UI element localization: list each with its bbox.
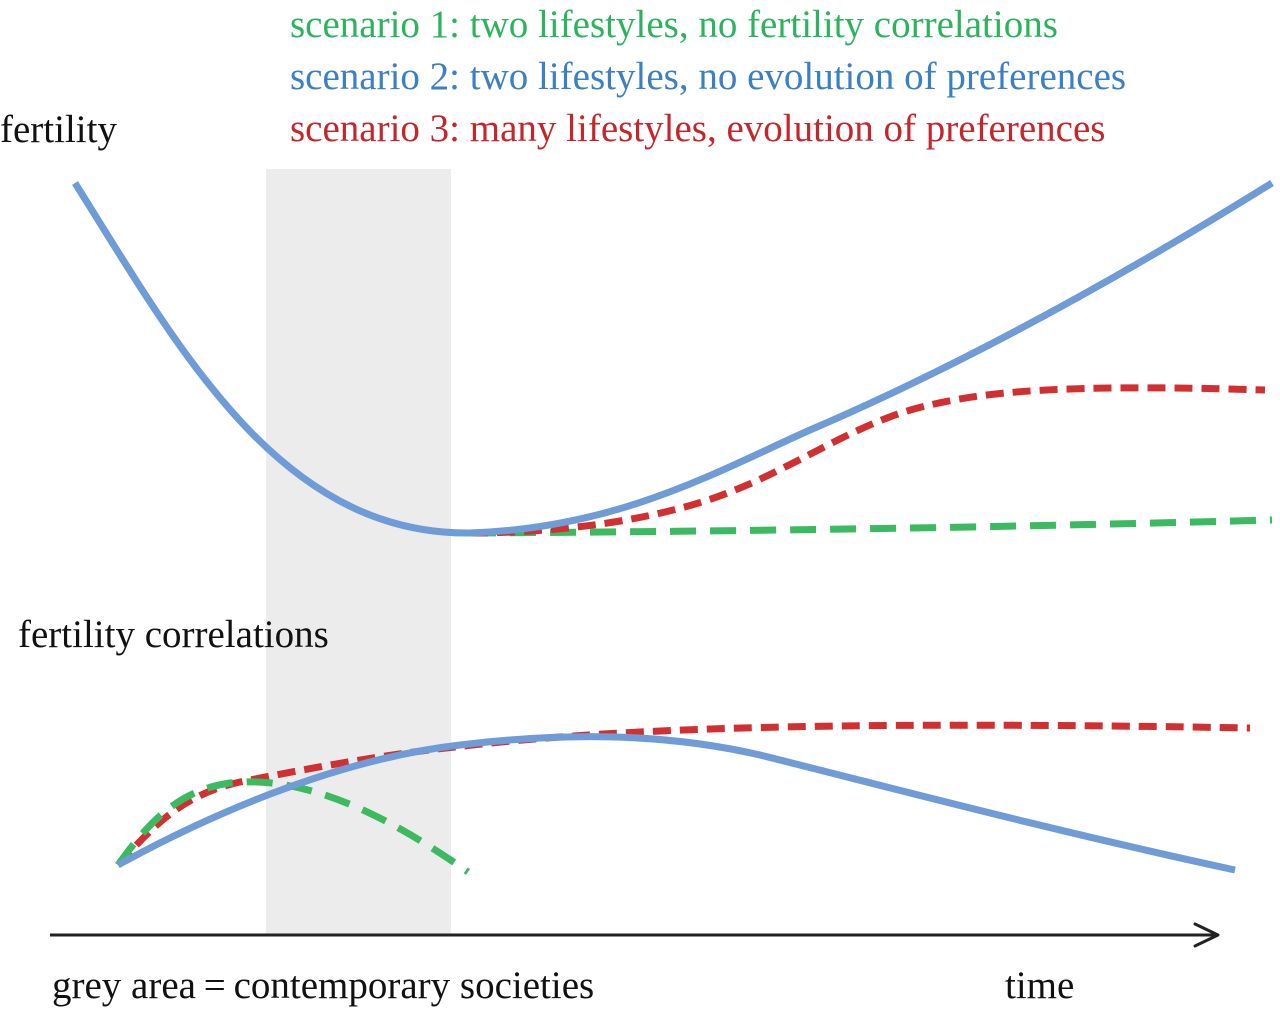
legend-scenario-1: scenario 1: two lifestyles, no fertility… <box>290 3 1058 46</box>
grey-area-note: grey area = contemporary societies <box>52 964 594 1007</box>
contemporary-societies-band <box>266 169 451 934</box>
correlations-scenario-1-line <box>115 778 471 875</box>
fertility-scenario-1-line <box>469 516 1273 537</box>
time-axis-arrowhead-icon <box>1193 922 1220 948</box>
legend-scenario-2: scenario 2: two lifestyles, no evolution… <box>290 55 1126 98</box>
legend-scenario-3: scenario 3: many lifestyles, evolution o… <box>290 107 1105 150</box>
fertility-scenario-3-line <box>469 384 1266 537</box>
fertility-scenario-2-line <box>72 180 1274 537</box>
fertility-label: fertility <box>0 108 117 151</box>
correlations-scenario-2-line <box>116 733 1236 874</box>
time-axis-label: time <box>1005 964 1074 1007</box>
fertility-correlations-label: fertility correlations <box>18 613 329 656</box>
